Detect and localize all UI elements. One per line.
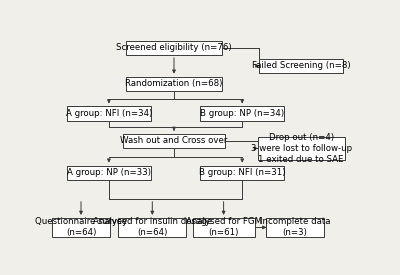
FancyBboxPatch shape [126, 41, 222, 55]
FancyBboxPatch shape [200, 166, 284, 180]
Text: Questionnaire survey
(n=64): Questionnaire survey (n=64) [35, 217, 127, 237]
FancyBboxPatch shape [259, 59, 343, 73]
FancyBboxPatch shape [266, 218, 324, 237]
FancyBboxPatch shape [67, 166, 151, 180]
Text: B group: NFI (n=31): B group: NFI (n=31) [199, 168, 286, 177]
Text: A group: NP (n=33): A group: NP (n=33) [67, 168, 151, 177]
FancyBboxPatch shape [118, 218, 186, 237]
FancyBboxPatch shape [258, 137, 344, 160]
FancyBboxPatch shape [67, 106, 151, 121]
Text: Wash out and Cross over: Wash out and Cross over [120, 136, 228, 145]
FancyBboxPatch shape [52, 218, 110, 237]
Text: Analysed for insulin dosage
(n=64): Analysed for insulin dosage (n=64) [93, 217, 212, 237]
FancyBboxPatch shape [200, 106, 284, 121]
Text: Failed Screening (n=8): Failed Screening (n=8) [252, 61, 350, 70]
Text: Drop out (n=4)
3 were lost to follow-up
1 exited due to SAE: Drop out (n=4) 3 were lost to follow-up … [250, 133, 352, 164]
Text: B group: NP (n=34): B group: NP (n=34) [200, 109, 284, 118]
Text: Randomization (n=68): Randomization (n=68) [125, 79, 223, 88]
Text: A group: NFI (n=34): A group: NFI (n=34) [66, 109, 152, 118]
Text: Incomplete data
(n=3): Incomplete data (n=3) [260, 217, 330, 237]
Text: Screened eligibility (n=76): Screened eligibility (n=76) [116, 43, 232, 52]
FancyBboxPatch shape [193, 218, 255, 237]
FancyBboxPatch shape [123, 134, 225, 148]
Text: Analysed for FGM
(n=61): Analysed for FGM (n=61) [186, 217, 262, 237]
FancyBboxPatch shape [126, 77, 222, 91]
